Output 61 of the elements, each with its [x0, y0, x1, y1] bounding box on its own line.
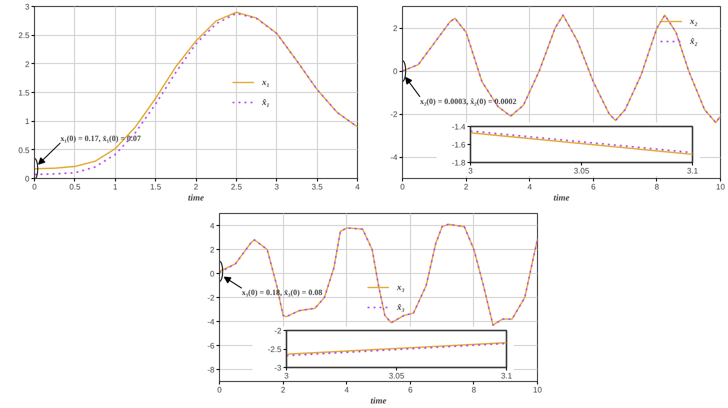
y-tick-label: 0 — [25, 174, 30, 184]
y-tick-label: 2.5 — [18, 31, 30, 40]
x-tick-label: 3.05 — [574, 166, 590, 176]
x-tick-label: 6 — [408, 386, 414, 394]
y-tick-label: -2 — [274, 326, 282, 336]
x-tick-label: 3.1 — [500, 372, 513, 380]
legend-label: x̂₂ — [690, 36, 699, 46]
y-tick-label: 1 — [25, 117, 30, 126]
y-tick-label: 0 — [393, 67, 398, 76]
x-tick-label: 4 — [355, 182, 360, 192]
legend-label: x₁ — [262, 77, 271, 87]
x-tick-label: 10 — [533, 386, 542, 394]
y-tick-label: 0.5 — [18, 146, 30, 155]
x-axis-title: time — [370, 396, 387, 406]
y-tick-label: -1.4 — [452, 122, 466, 132]
y-tick-label: 4 — [210, 222, 216, 230]
x-tick-label: 4 — [344, 386, 350, 394]
annotation: x₂(0) = 0.0003, x̂₂(0) = 0.0002 — [420, 96, 517, 106]
y-tick-label: -2 — [207, 294, 216, 302]
y-tick-label: 0 — [210, 270, 216, 278]
x-tick-label: 3.5 — [312, 182, 324, 192]
legend-label: x₃ — [397, 282, 406, 292]
legend-label: x̂₃ — [397, 302, 406, 312]
x-tick-label: 8 — [472, 386, 477, 394]
y-tick-label: 2 — [393, 24, 398, 33]
x-tick-label: 4 — [527, 182, 532, 192]
x-axis-title: time — [188, 192, 204, 202]
y-tick-label: -4 — [207, 318, 216, 326]
x-tick-label: 6 — [591, 182, 596, 192]
y-tick-label: -1.6 — [452, 140, 466, 150]
x-tick-label: 3.1 — [686, 166, 699, 176]
y-tick-label: 2 — [210, 246, 216, 254]
y-tick-label: -8 — [207, 366, 216, 374]
x-tick-label: 2 — [194, 182, 199, 192]
legend-label: x̂₁ — [262, 97, 271, 107]
x-tick-label: 8 — [654, 182, 660, 192]
y-tick-label: -2 — [390, 110, 398, 119]
x-tick-label: 0 — [400, 182, 406, 192]
y-tick-label: 3 — [25, 2, 30, 12]
x-tick-label: 3 — [468, 166, 474, 176]
annotation: x₁(0) = 0.17, x̂₁(0) = 0.07 — [60, 134, 141, 143]
y-tick-label: -3 — [274, 364, 282, 372]
x-tick-label: 10 — [716, 182, 726, 192]
x-tick-label: 1 — [113, 182, 118, 192]
y-tick-label: 1.5 — [18, 88, 30, 98]
y-tick-label: -4 — [390, 153, 398, 162]
y-tick-label: -6 — [207, 342, 216, 350]
line-series — [402, 14, 720, 124]
x-tick-label: 3 — [284, 372, 290, 380]
y-tick-label: -1.8 — [452, 158, 466, 168]
x-axis-title: time — [554, 192, 570, 202]
x-tick-label: 2.5 — [230, 182, 242, 192]
legend-label: x₂ — [690, 16, 699, 26]
x-tick-label: 1.5 — [150, 182, 162, 192]
x-tick-label: 0 — [217, 386, 222, 394]
x-tick-label: 0 — [32, 182, 38, 192]
y-tick-label: 2 — [25, 60, 30, 69]
y-tick-label: -2.5 — [268, 345, 282, 354]
x-tick-label: 0.5 — [69, 182, 81, 192]
x-tick-label: 3.05 — [388, 372, 405, 380]
line-series — [220, 224, 538, 326]
